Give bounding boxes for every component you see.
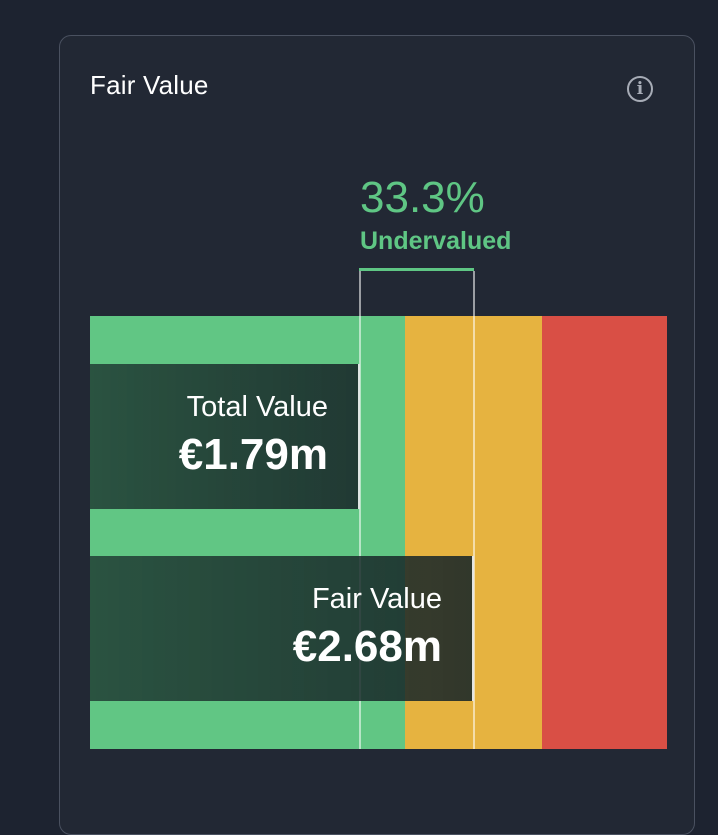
discount-range-bar — [359, 268, 474, 271]
total-value-label: Total Value — [186, 391, 328, 423]
total-value-box: Total Value €1.79m — [90, 364, 360, 509]
total-value-amount: €1.79m — [178, 429, 328, 479]
card-title: Fair Value — [90, 70, 209, 100]
fair-value-amount: €2.68m — [292, 621, 442, 671]
discount-range-right-line — [473, 271, 475, 749]
valuation-status: Undervalued — [360, 227, 512, 255]
discount-range-left-line — [359, 271, 361, 749]
fair-value-card: Fair Value i 33.3% Undervalued Total Val… — [59, 35, 695, 835]
overvalued-zone — [542, 316, 667, 749]
fair-value-box: Fair Value €2.68m — [90, 556, 474, 701]
fair-value-label: Fair Value — [311, 583, 442, 615]
info-icon[interactable]: i — [627, 76, 653, 102]
undervalued-percent: 33.3% — [360, 173, 485, 222]
